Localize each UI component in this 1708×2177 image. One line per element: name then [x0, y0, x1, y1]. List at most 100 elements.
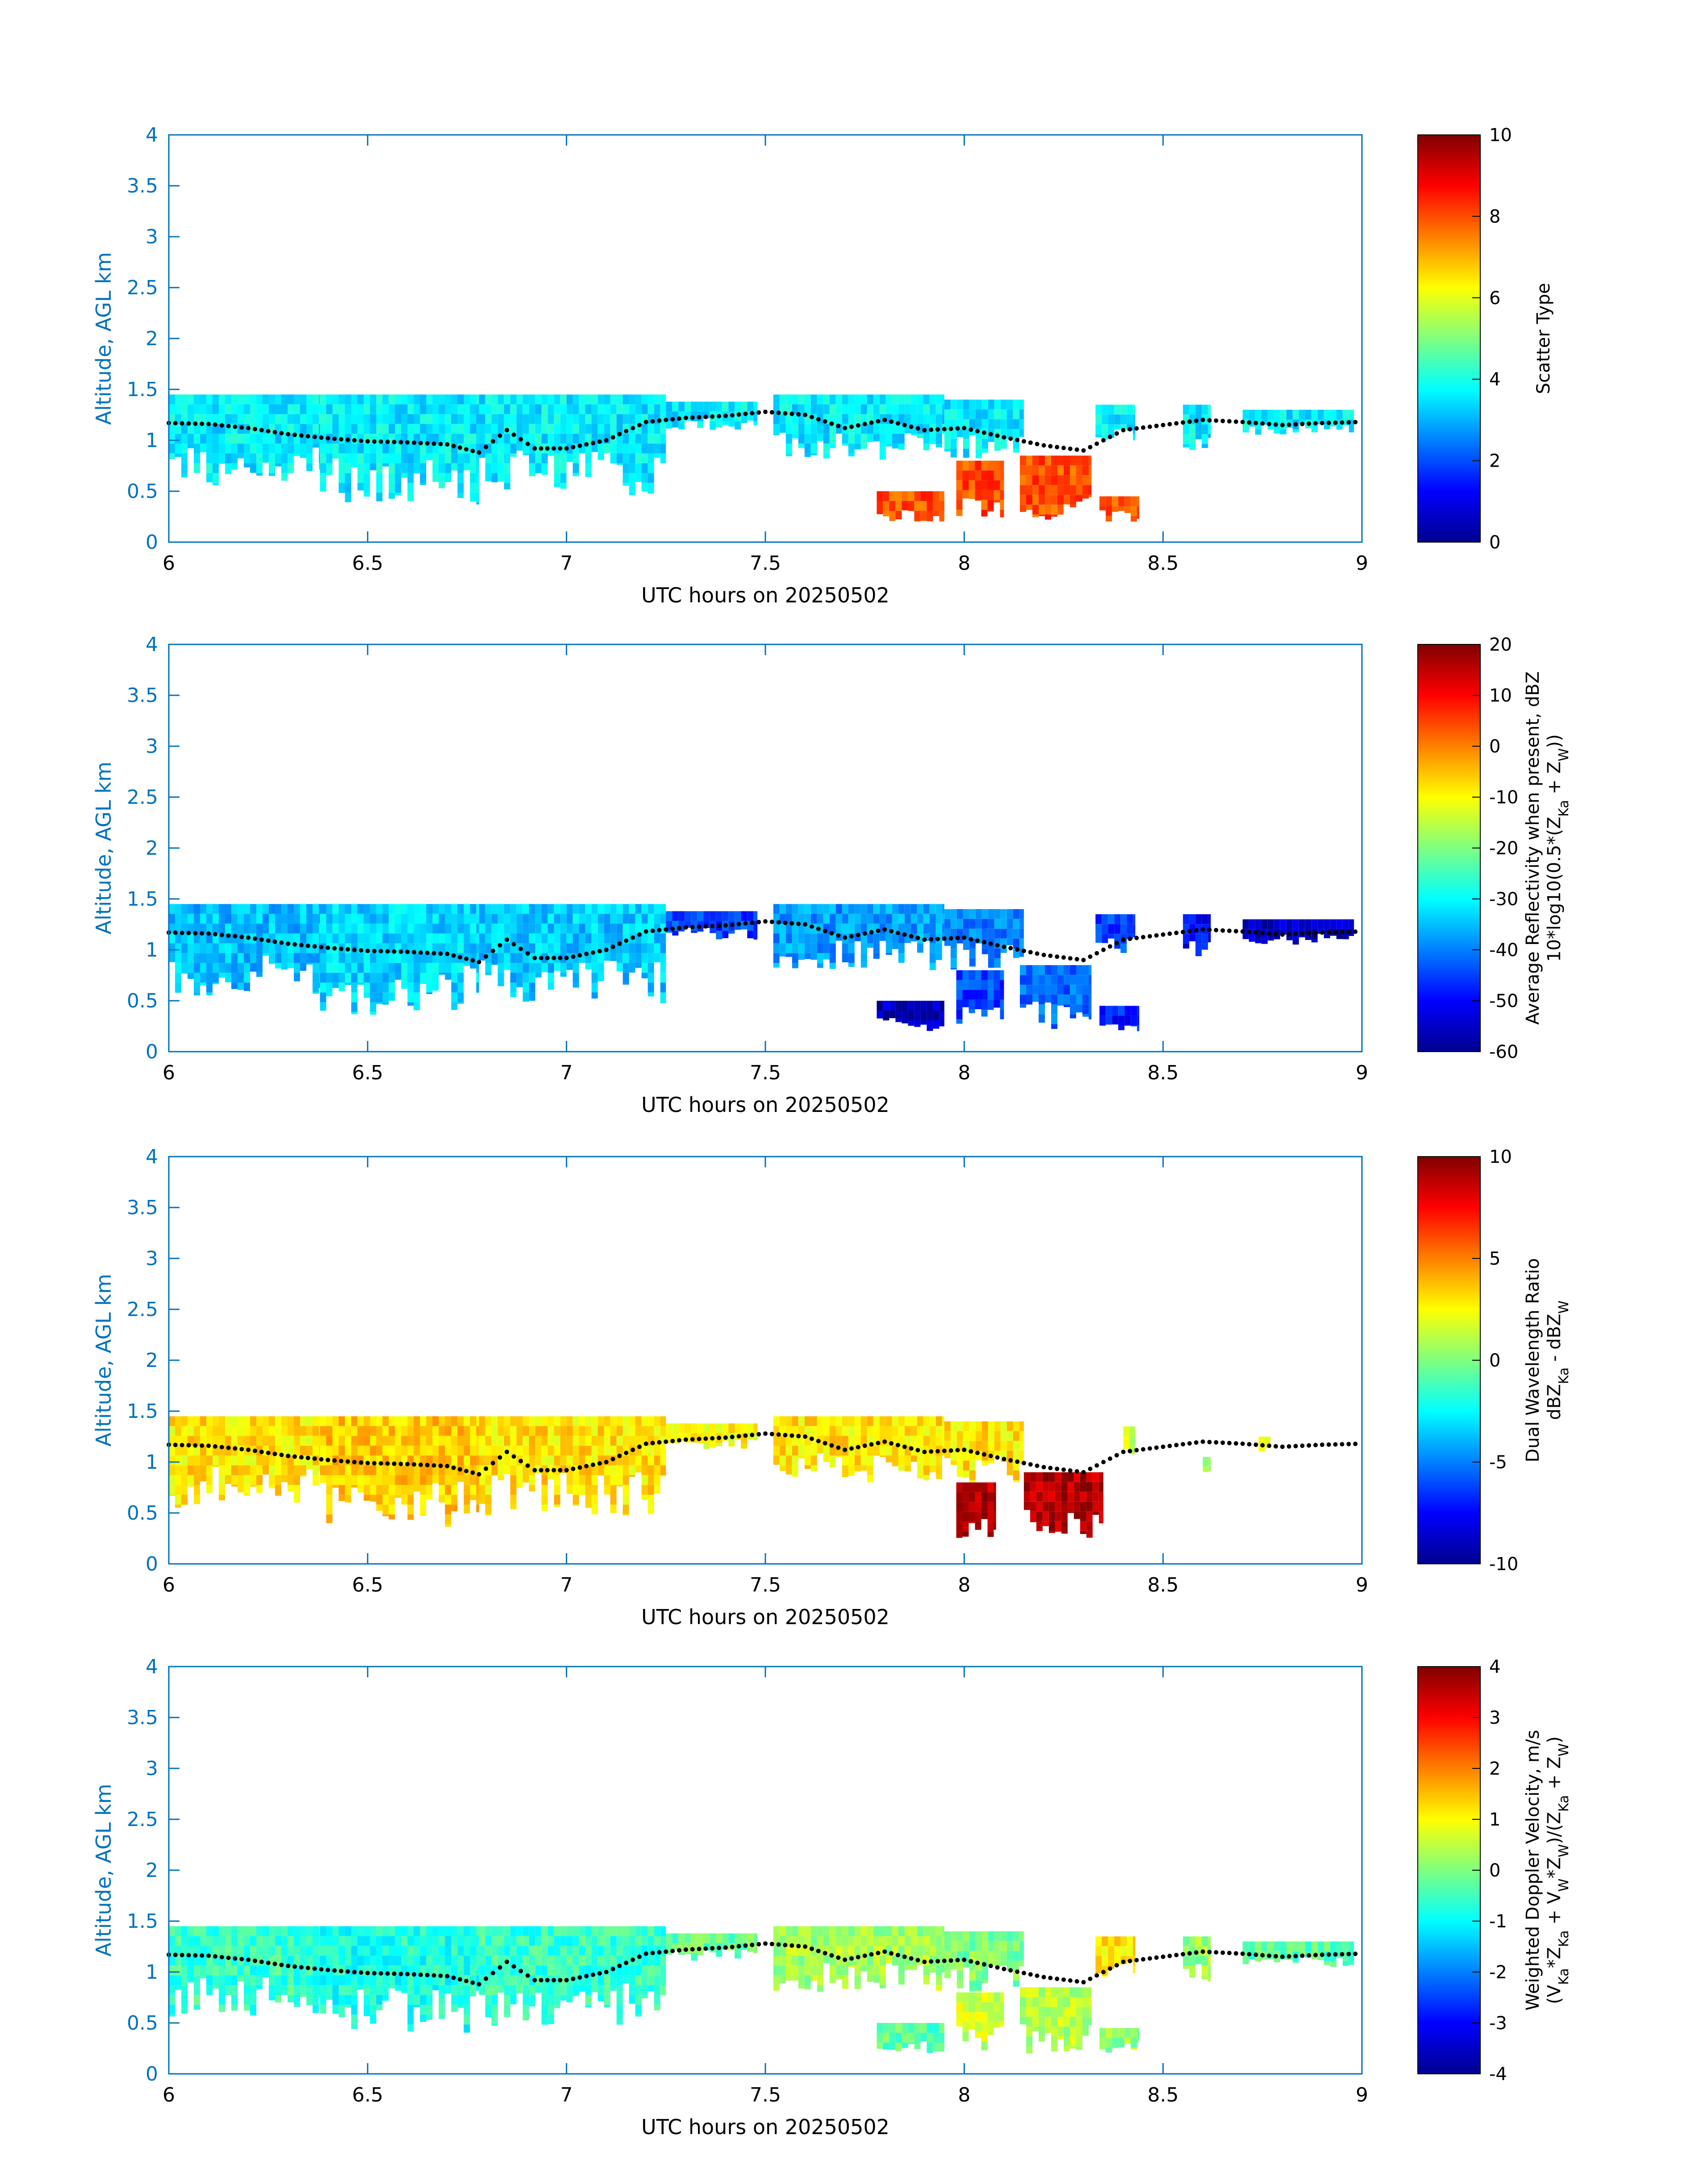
data-cell	[464, 1475, 470, 1485]
data-cell	[591, 414, 598, 424]
data-cell	[1039, 1004, 1045, 1015]
data-cell	[873, 434, 880, 442]
data-cell	[566, 1995, 573, 2003]
data-cell	[616, 1956, 623, 1966]
data-cell	[547, 1475, 554, 1479]
data-cell	[438, 1936, 445, 1946]
data-cell	[445, 973, 451, 980]
data-cell	[1051, 455, 1057, 466]
data-cell	[950, 448, 957, 458]
data-cell	[250, 904, 256, 914]
x-tick-label: 6	[163, 552, 175, 575]
data-cell	[798, 394, 805, 405]
data-cell	[376, 493, 383, 501]
data-cell	[516, 1985, 523, 1994]
data-cell	[332, 443, 339, 454]
data-cell	[529, 1475, 535, 1485]
data-cell	[994, 958, 1001, 968]
data-cell	[263, 1936, 269, 1946]
data-cell	[641, 483, 648, 492]
data-cell	[213, 1416, 219, 1426]
data-cell	[351, 992, 358, 1003]
data-cell	[326, 414, 333, 424]
data-cell	[1061, 1492, 1068, 1502]
data-cell	[319, 463, 320, 470]
data-cell	[604, 394, 610, 405]
data-cell	[1076, 455, 1082, 466]
data-cell	[464, 1426, 470, 1436]
data-cell	[438, 923, 445, 934]
data-cell	[464, 1946, 470, 1956]
data-cell	[641, 914, 648, 924]
data-cell	[407, 904, 414, 914]
cloud-base-dot	[451, 953, 456, 958]
data-cell	[1067, 1492, 1074, 1502]
data-cell	[206, 434, 213, 444]
data-cell	[1137, 506, 1140, 516]
data-cell	[225, 914, 231, 924]
data-cell	[363, 923, 370, 934]
data-cell	[923, 914, 930, 924]
data-cell	[370, 1002, 376, 1012]
data-cell	[950, 909, 957, 919]
data-cell	[256, 434, 263, 444]
data-cell	[451, 414, 458, 424]
data-cell	[547, 1465, 554, 1475]
data-cell	[829, 963, 836, 969]
data-cell	[206, 473, 213, 483]
data-cell	[382, 394, 389, 405]
data-cell	[225, 414, 231, 424]
cloud-base-dot	[849, 424, 854, 429]
data-cell	[1131, 1025, 1137, 1027]
cloud-base-dot	[1207, 1440, 1212, 1445]
data-cell	[597, 1436, 604, 1446]
data-cell	[175, 953, 181, 963]
data-cell	[401, 1426, 408, 1436]
data-cell	[313, 1985, 319, 1995]
cloud-base-dot	[1234, 929, 1238, 934]
cloud-base-dot	[345, 437, 350, 442]
data-cell	[629, 1455, 635, 1466]
data-cell	[470, 1455, 476, 1466]
data-cell	[225, 453, 231, 464]
cloud-base-dot	[464, 1469, 469, 1474]
data-cell	[363, 414, 370, 424]
data-cell	[753, 931, 758, 940]
data-cell	[1089, 985, 1092, 995]
cloud-base-dot	[1320, 421, 1324, 426]
data-cell	[319, 1426, 320, 1436]
data-cell	[376, 1504, 383, 1511]
data-cell	[485, 424, 492, 434]
data-cell	[929, 1416, 936, 1426]
cloud-base-dot	[1041, 1465, 1046, 1470]
colorbar-label: Average Reflectivity when present, dBZ	[1523, 671, 1543, 1024]
data-cell	[1118, 1025, 1125, 1030]
data-cell	[206, 973, 213, 983]
cloud-base-dot	[624, 1450, 629, 1455]
cloud-base-dot	[843, 1447, 848, 1452]
data-cell	[188, 443, 194, 448]
data-cell	[288, 933, 294, 944]
data-cell	[231, 982, 238, 989]
data-cell	[785, 1446, 792, 1456]
cloud-base-dot	[975, 938, 980, 943]
data-cell	[785, 1455, 792, 1466]
data-cell	[1019, 1431, 1024, 1441]
data-cell	[300, 953, 306, 963]
data-cell	[622, 404, 629, 414]
data-cell	[175, 933, 181, 944]
data-cell	[438, 1965, 445, 1976]
data-cell	[1183, 444, 1190, 448]
cloud-base-dot	[379, 1461, 383, 1466]
data-cell	[351, 394, 358, 405]
data-cell	[635, 1995, 642, 2005]
data-cells	[169, 1416, 1271, 1538]
data-cell	[529, 473, 535, 476]
cloud-base-dot	[1061, 1467, 1066, 1472]
data-cell	[892, 943, 898, 949]
data-cell	[987, 1502, 994, 1512]
data-cell	[1267, 939, 1274, 941]
data-cell	[326, 1514, 333, 1523]
data-cell	[987, 1531, 994, 1537]
data-cell	[935, 1455, 942, 1466]
